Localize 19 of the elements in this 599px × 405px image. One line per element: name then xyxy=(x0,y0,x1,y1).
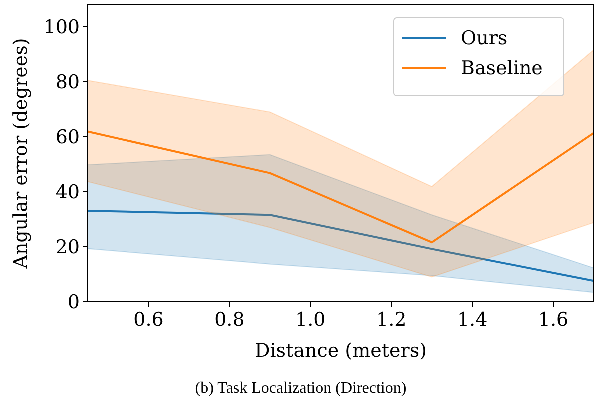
x-tick-label: 1.2 xyxy=(376,309,407,331)
x-tick-label: 1.6 xyxy=(538,309,569,331)
line-series xyxy=(87,130,595,244)
legend-label: Ours xyxy=(461,28,508,50)
x-tick-label: 1.0 xyxy=(296,309,326,331)
line-series xyxy=(87,210,595,282)
y-tick-label: 0 xyxy=(68,292,80,314)
x-tick-label: 1.4 xyxy=(457,309,488,331)
y-axis-title: Angular error (degrees) xyxy=(10,38,32,270)
text: (b) Task Localization (Direction) xyxy=(195,380,407,397)
y-tick-label: 80 xyxy=(56,72,80,94)
x-tick-label: 0.6 xyxy=(134,309,164,331)
y-tick-label: 20 xyxy=(56,236,80,259)
legend-label: Baseline xyxy=(461,58,543,80)
y-tick-label: 100 xyxy=(44,16,80,39)
x-axis-title: Distance (meters) xyxy=(255,340,427,362)
x-tick-label: 0.8 xyxy=(214,309,245,331)
y-tick-label: 40 xyxy=(56,182,80,204)
y-tick-label: 60 xyxy=(56,126,80,149)
